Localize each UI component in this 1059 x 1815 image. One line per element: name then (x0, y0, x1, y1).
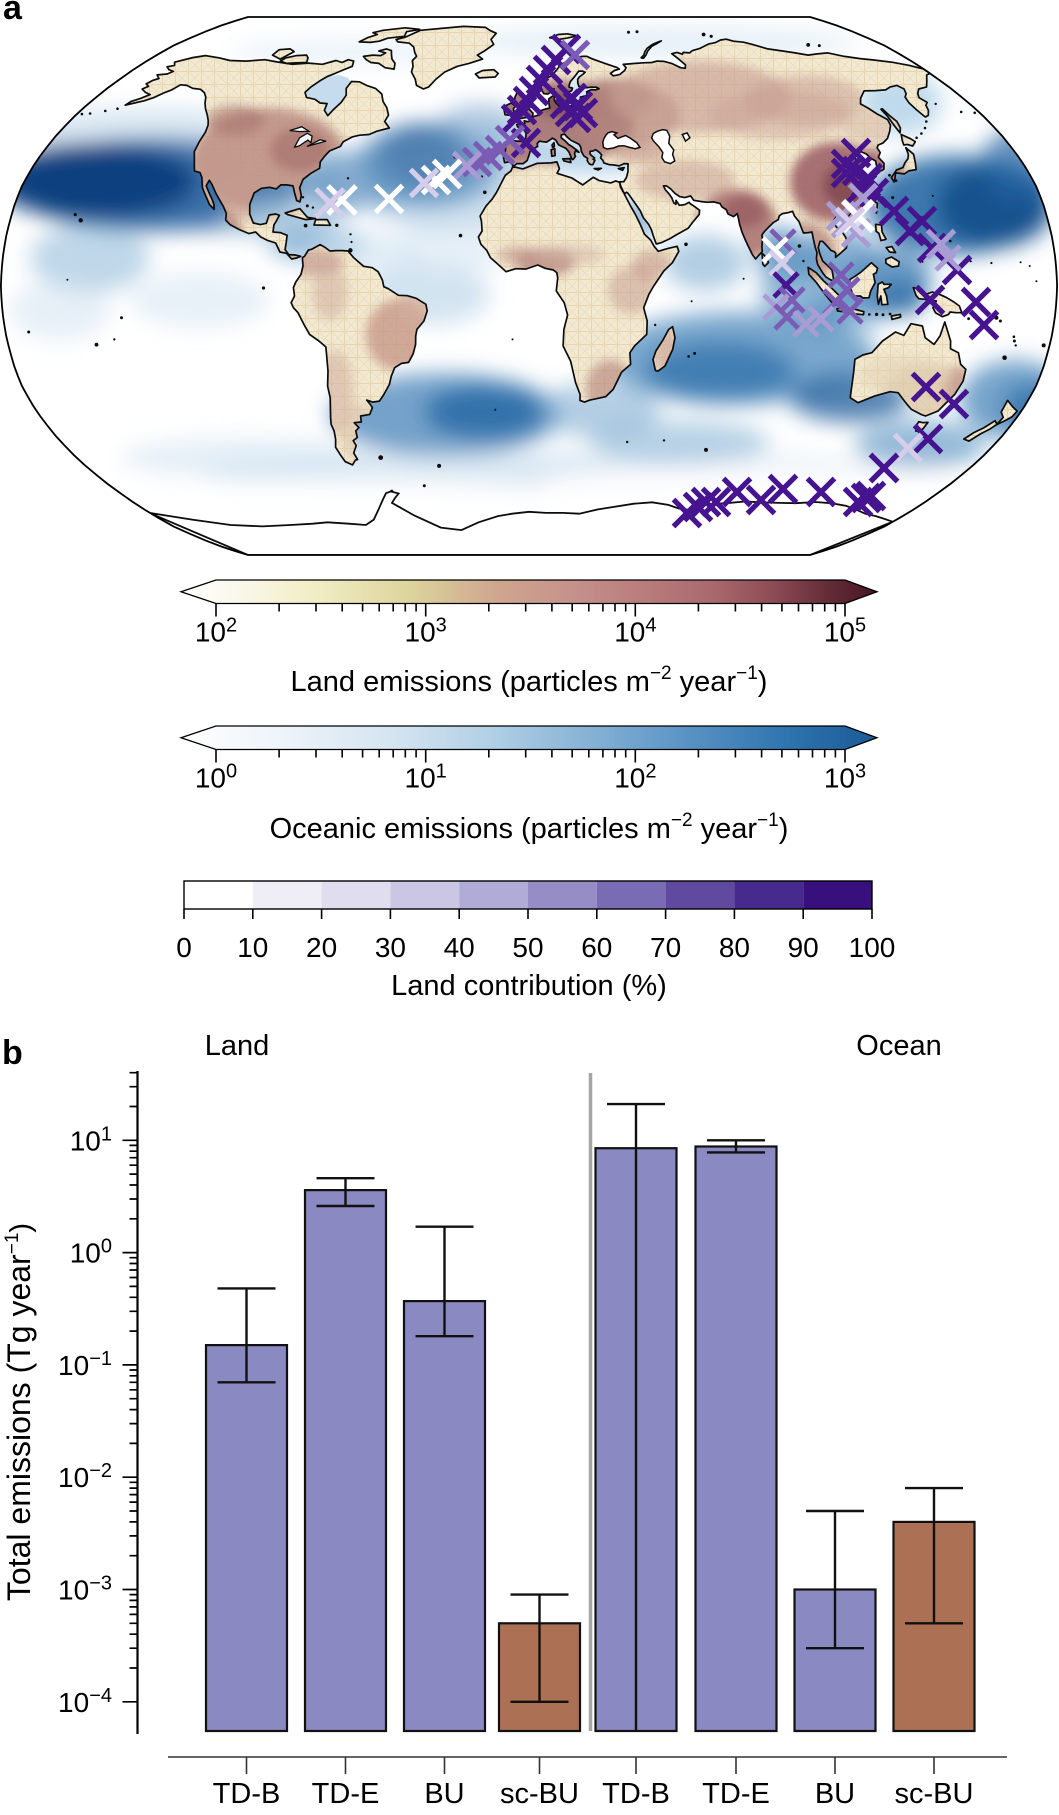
svg-text:30: 30 (375, 932, 406, 963)
svg-text:40: 40 (444, 932, 475, 963)
svg-text:100: 100 (849, 932, 896, 963)
svg-text:80: 80 (719, 932, 750, 963)
svg-text:BU: BU (424, 1778, 464, 1810)
svg-text:TD-B: TD-B (602, 1778, 670, 1810)
svg-text:Land: Land (205, 1030, 270, 1062)
svg-text:10: 10 (237, 932, 268, 963)
svg-text:0: 0 (176, 932, 192, 963)
svg-text:TD-E: TD-E (312, 1778, 380, 1810)
svg-text:90: 90 (788, 932, 819, 963)
svg-text:TD-E: TD-E (702, 1778, 770, 1810)
svg-text:70: 70 (650, 932, 681, 963)
svg-text:Total emissions (Tg year−1): Total emissions (Tg year−1) (1, 1223, 37, 1601)
svg-text:TD-B: TD-B (213, 1778, 281, 1810)
svg-text:20: 20 (306, 932, 337, 963)
svg-text:Oceanic emissions (particles m: Oceanic emissions (particles m−2 year−1) (270, 810, 789, 845)
svg-text:10−4: 10−4 (58, 1685, 112, 1718)
svg-text:b: b (2, 1034, 23, 1072)
svg-text:sc-BU: sc-BU (895, 1778, 974, 1810)
svg-text:Land emissions (particles m−2: Land emissions (particles m−2 year−1) (291, 663, 768, 698)
svg-text:BU: BU (815, 1778, 855, 1810)
svg-text:sc-BU: sc-BU (500, 1778, 579, 1810)
svg-text:50: 50 (512, 932, 543, 963)
svg-text:Land contribution (%): Land contribution (%) (391, 970, 667, 1002)
svg-text:60: 60 (581, 932, 612, 963)
svg-text:Ocean: Ocean (856, 1030, 941, 1062)
svg-text:a: a (3, 0, 23, 27)
